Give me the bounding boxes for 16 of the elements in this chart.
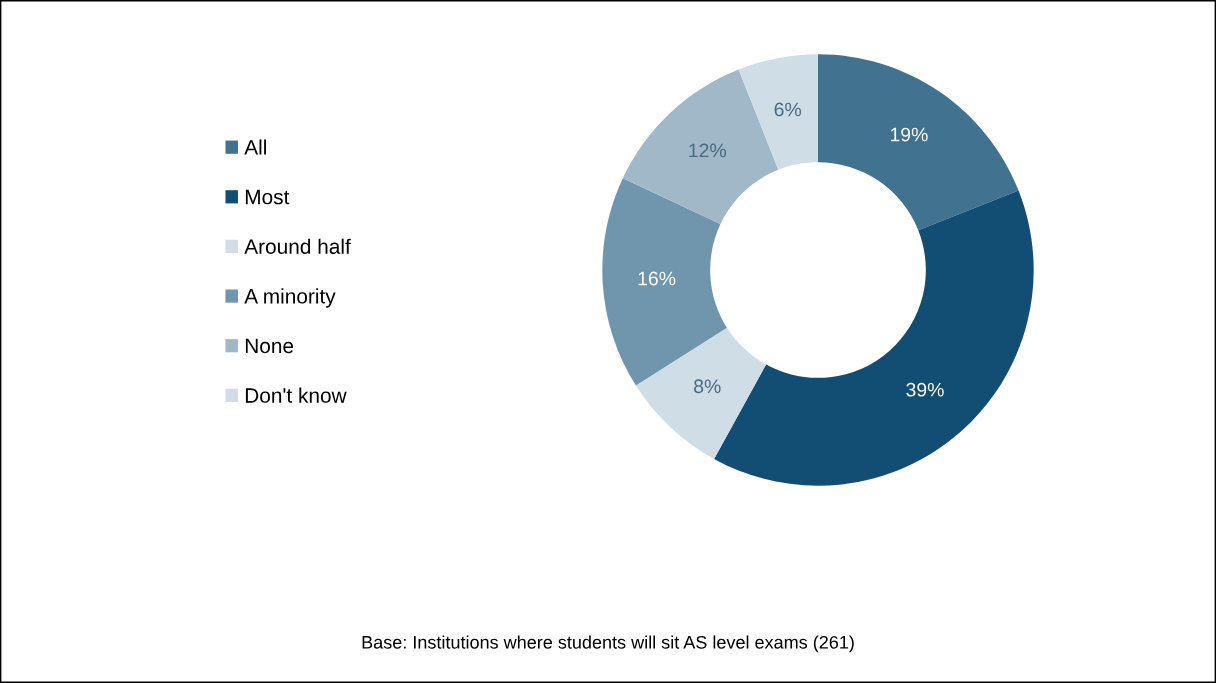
data-label: 39% <box>906 382 944 397</box>
text: Base: Institutions where students will sit AS level exams (261) <box>362 635 854 653</box>
legend-label: Most <box>245 189 290 205</box>
legend-label: Around half <box>244 238 351 254</box>
legend-label: None <box>245 338 294 354</box>
legend-label: A minority <box>244 288 336 308</box>
donut-slice <box>818 54 1019 231</box>
data-label: 6% <box>774 102 802 117</box>
legend-label: All <box>244 139 266 155</box>
data-label: 8% <box>694 379 721 394</box>
donut-slice <box>635 327 767 460</box>
legend-label: Don't know <box>245 387 347 403</box>
data-label: 16% <box>638 271 676 286</box>
donut-slice <box>738 54 818 170</box>
data-label: 19% <box>890 127 928 142</box>
data-label: 12% <box>689 143 727 158</box>
